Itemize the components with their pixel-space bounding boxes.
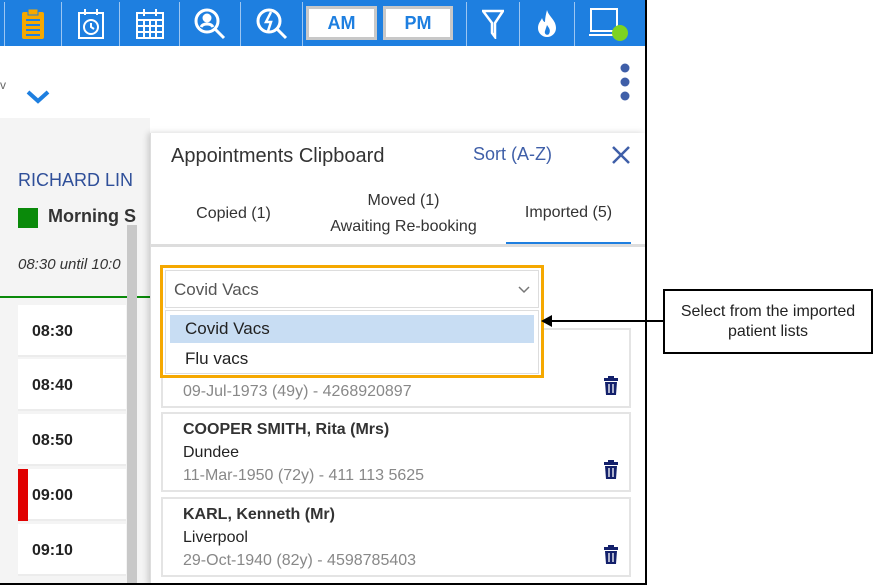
panel-title: Appointments Clipboard <box>171 145 385 167</box>
monitor-button[interactable] <box>574 2 645 46</box>
more-options-icon[interactable] <box>619 62 631 102</box>
trash-icon[interactable] <box>603 545 619 565</box>
clinician-name: RICHARD LIN <box>18 170 134 190</box>
time-slot[interactable]: 08:30 <box>18 305 126 357</box>
filter-button[interactable] <box>466 2 519 46</box>
calendar-button[interactable] <box>119 2 179 46</box>
patient-card[interactable]: KARL, Kenneth (Mr) Liverpool 29-Oct-1940… <box>161 497 631 577</box>
tab-sublabel: Awaiting Re-booking <box>330 218 477 235</box>
scrollbar[interactable] <box>127 225 137 583</box>
sort-button[interactable]: Sort (A-Z) <box>473 144 552 164</box>
close-icon[interactable] <box>611 145 631 165</box>
select-value: Covid Vacs <box>174 280 259 299</box>
lightning-search-icon <box>256 8 287 40</box>
truncated-label: v <box>0 78 6 92</box>
tab-copied[interactable]: Copied (1) <box>151 183 316 245</box>
clipboard-icon <box>22 8 44 39</box>
tab-label: Moved (1) <box>367 192 440 209</box>
list-dropdown-highlight: Covid Vacs Covid Vacs Flu vacs <box>160 265 544 378</box>
patient-card[interactable]: COOPER SMITH, Rita (Mrs) Dundee 11-Mar-1… <box>161 412 631 492</box>
clipboard-button[interactable] <box>4 2 61 46</box>
tab-label: Copied (1) <box>196 205 271 222</box>
flame-button[interactable] <box>519 2 574 46</box>
appointments-clipboard-panel: Appointments Clipboard Sort (A-Z) Copied… <box>150 133 645 583</box>
session-name: Morning S <box>48 206 136 226</box>
am-button[interactable]: AM <box>306 6 377 40</box>
trash-icon[interactable] <box>603 460 619 480</box>
monitor-icon <box>589 8 628 41</box>
patient-name: COOPER SMITH, Rita (Mrs) <box>183 421 390 438</box>
trash-icon[interactable] <box>603 376 619 396</box>
toolbar: AM PM <box>0 0 645 46</box>
clock-calendar-icon <box>77 9 104 39</box>
patient-details: 11-Mar-1950 (72y) - 411 113 5625 <box>183 467 425 484</box>
patient-location: Liverpool <box>183 529 248 546</box>
time-slot[interactable]: 09:10 <box>18 524 126 576</box>
time-slot[interactable]: 08:50 <box>18 414 126 466</box>
app-window: AM PM v RICHARD LIN Morning S 08:30 unti… <box>0 0 647 585</box>
patient-details: 29-Oct-1940 (82y) - 4598785403 <box>183 552 417 569</box>
patient-name: KARL, Kenneth (Mr) <box>183 506 335 523</box>
callout-arrow <box>541 315 664 327</box>
tab-divider <box>151 244 645 247</box>
time-slot[interactable]: 08:40 <box>18 359 126 411</box>
filter-icon <box>482 9 504 39</box>
dropdown-option[interactable]: Flu vacs <box>185 349 249 368</box>
session-color-swatch <box>18 208 38 228</box>
search-patient-icon <box>194 8 226 40</box>
callout-box: Select from the imported patient lists <box>663 289 873 354</box>
tab-label: Imported (5) <box>524 203 613 221</box>
slot-highlight <box>18 469 28 521</box>
tab-moved[interactable]: Moved (1) Awaiting Re-booking <box>311 183 496 245</box>
chevron-down-icon[interactable] <box>26 90 50 104</box>
patient-details: 09-Jul-1973 (49y) - 4268920897 <box>183 383 412 400</box>
patient-location: Dundee <box>183 444 240 461</box>
tab-imported[interactable]: Imported (5) <box>506 183 631 245</box>
list-select[interactable]: Covid Vacs <box>165 270 539 308</box>
quick-search-button[interactable] <box>240 2 302 46</box>
appointment-clock-button[interactable] <box>61 2 119 46</box>
am-pm-group <box>302 2 466 46</box>
time-slot[interactable]: 09:00 <box>18 469 126 521</box>
flame-icon <box>538 10 556 37</box>
dropdown-menu: Covid Vacs Flu vacs <box>165 310 539 374</box>
dropdown-option[interactable]: Covid Vacs <box>170 315 534 343</box>
calendar-icon <box>135 9 164 39</box>
session-line <box>0 296 150 298</box>
status-indicator <box>612 25 628 41</box>
chevron-down-icon <box>518 286 530 294</box>
callout-text: Select from the imported patient lists <box>680 302 856 340</box>
search-patient-button[interactable] <box>179 2 240 46</box>
session-time: 08:30 until 10:0 <box>18 256 121 273</box>
pm-button[interactable]: PM <box>383 6 453 40</box>
